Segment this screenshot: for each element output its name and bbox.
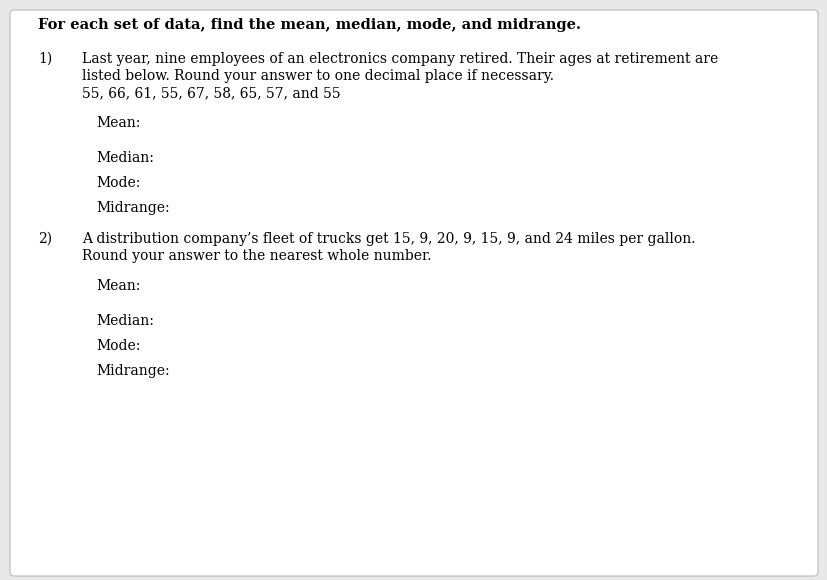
Text: Mode:: Mode: — [96, 176, 141, 190]
Text: Mean:: Mean: — [96, 116, 141, 130]
Text: 55, 66, 61, 55, 67, 58, 65, 57, and 55: 55, 66, 61, 55, 67, 58, 65, 57, and 55 — [82, 86, 340, 100]
Text: 1): 1) — [38, 52, 52, 66]
Text: Mean:: Mean: — [96, 279, 141, 293]
FancyBboxPatch shape — [10, 10, 817, 576]
Text: Median:: Median: — [96, 314, 154, 328]
Text: A distribution company’s fleet of trucks get 15, 9, 20, 9, 15, 9, and 24 miles p: A distribution company’s fleet of trucks… — [82, 232, 695, 246]
Text: 2): 2) — [38, 232, 52, 246]
Text: Midrange:: Midrange: — [96, 201, 170, 215]
Text: For each set of data, find the mean, median, mode, and midrange.: For each set of data, find the mean, med… — [38, 18, 581, 32]
Text: Round your answer to the nearest whole number.: Round your answer to the nearest whole n… — [82, 249, 431, 263]
Text: Mode:: Mode: — [96, 339, 141, 353]
Text: Last year, nine employees of an electronics company retired. Their ages at retir: Last year, nine employees of an electron… — [82, 52, 717, 66]
Text: Median:: Median: — [96, 151, 154, 165]
Text: listed below. Round your answer to one decimal place if necessary.: listed below. Round your answer to one d… — [82, 69, 553, 83]
Text: Midrange:: Midrange: — [96, 364, 170, 378]
